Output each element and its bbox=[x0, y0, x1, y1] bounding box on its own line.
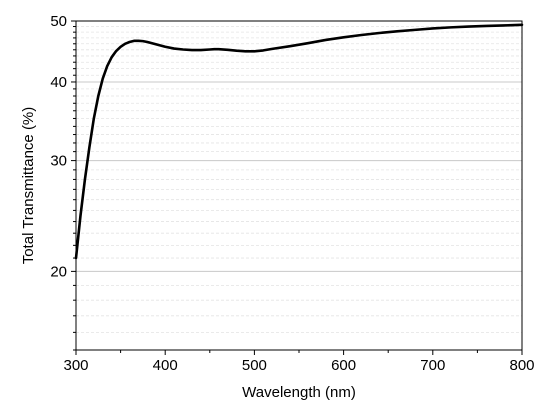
y-tick-label: 50 bbox=[50, 13, 67, 30]
x-tick-label: 700 bbox=[420, 357, 445, 374]
x-tick-label: 300 bbox=[63, 357, 88, 374]
plot-frame bbox=[75, 20, 523, 351]
x-tick-label: 600 bbox=[331, 357, 356, 374]
y-tick-label: 20 bbox=[50, 263, 67, 280]
y-tick-label: 30 bbox=[50, 153, 67, 170]
x-tick-label: 800 bbox=[509, 357, 534, 374]
series-layer bbox=[74, 23, 524, 260]
transmittance-line bbox=[74, 23, 524, 260]
label-layer: 300 400 500 600 700 800 20 30 40 50 bbox=[50, 13, 534, 374]
x-tick-label: 500 bbox=[242, 357, 267, 374]
grid-layer bbox=[76, 20, 522, 351]
axis-layer bbox=[71, 20, 523, 355]
y-axis-title: Total Transmittance (%) bbox=[20, 107, 37, 265]
x-tick-label: 400 bbox=[153, 357, 178, 374]
x-axis-title: Wavelength (nm) bbox=[242, 384, 356, 401]
y-tick-label: 40 bbox=[50, 74, 67, 91]
